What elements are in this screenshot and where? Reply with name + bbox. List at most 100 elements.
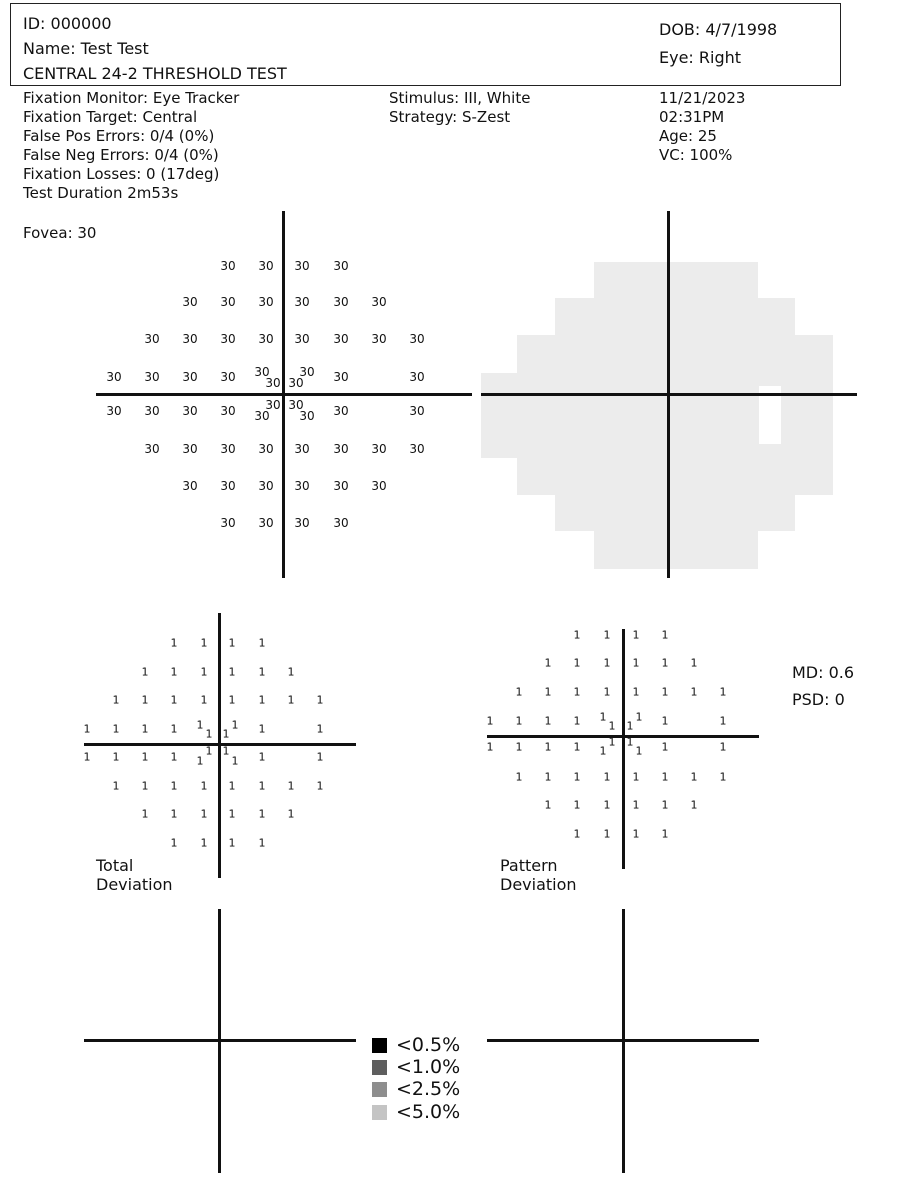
- pattern-deviation-value: 1: [544, 740, 552, 754]
- pattern-deviation-value: 1: [719, 740, 727, 754]
- legend-item: <0.5%: [372, 1034, 460, 1056]
- total-deviation-value: 1: [228, 779, 236, 793]
- pattern-deviation-label: Pattern Deviation: [500, 856, 577, 894]
- pattern-deviation-value: 1: [661, 714, 669, 728]
- pattern-deviation-value: 1: [661, 827, 669, 841]
- total-deviation-value: 1: [170, 722, 178, 736]
- threshold-value: 30: [220, 479, 236, 493]
- legend-label: <5.0%: [396, 1101, 461, 1123]
- threshold-value: 30: [288, 376, 304, 390]
- pattern-deviation-value: 1: [544, 714, 552, 728]
- total-deviation-horizontal-axis: [84, 743, 356, 746]
- pattern-deviation-value: 1: [515, 685, 523, 699]
- legend-item: <1.0%: [372, 1056, 460, 1078]
- grayscale-horizontal-axis: [481, 393, 857, 396]
- total-deviation-value: 1: [205, 727, 213, 741]
- test-date: 11/21/2023: [659, 89, 746, 107]
- threshold-value: 30: [258, 442, 274, 456]
- pattern-deviation-value: 1: [690, 798, 698, 812]
- pattern-probability-horizontal-axis: [487, 1039, 759, 1042]
- threshold-value: 30: [371, 295, 387, 309]
- threshold-value: 30: [258, 295, 274, 309]
- total-deviation-value: 1: [258, 807, 266, 821]
- pattern-deviation-value: 1: [661, 628, 669, 642]
- threshold-value: 30: [333, 479, 349, 493]
- total-deviation-value: 1: [287, 693, 295, 707]
- threshold-value: 30: [333, 370, 349, 384]
- pattern-deviation-value: 1: [635, 710, 643, 724]
- pattern-deviation-value: 1: [626, 735, 634, 749]
- total-deviation-value: 1: [287, 779, 295, 793]
- threshold-value: 30: [144, 404, 160, 418]
- total-deviation-value: 1: [316, 779, 324, 793]
- legend-swatch: [372, 1081, 387, 1097]
- total-deviation-value: 1: [228, 636, 236, 650]
- total-deviation-value: 1: [170, 836, 178, 850]
- total-deviation-value: 1: [170, 693, 178, 707]
- pattern-deviation-value: 1: [599, 744, 607, 758]
- total-deviation-value: 1: [83, 750, 91, 764]
- total-deviation-value: 1: [200, 665, 208, 679]
- threshold-value: 30: [258, 516, 274, 530]
- pattern-deviation-value: 1: [661, 740, 669, 754]
- grayscale-region: [517, 335, 833, 495]
- threshold-value: 30: [294, 259, 310, 273]
- total-deviation-value: 1: [112, 779, 120, 793]
- pattern-deviation-value: 1: [515, 770, 523, 784]
- total-deviation-value: 1: [228, 693, 236, 707]
- threshold-value: 30: [220, 442, 236, 456]
- legend-label: <1.0%: [396, 1056, 461, 1078]
- total-deviation-value: 1: [258, 722, 266, 736]
- pattern-deviation-value: 1: [486, 740, 494, 754]
- false-pos-errors: False Pos Errors: 0/4 (0%): [23, 127, 215, 145]
- threshold-value: 30: [333, 295, 349, 309]
- threshold-value: 30: [182, 370, 198, 384]
- pattern-deviation-value: 1: [544, 798, 552, 812]
- total-deviation-value: 1: [200, 836, 208, 850]
- pattern-deviation-vertical-axis: [622, 629, 625, 869]
- total-deviation-value: 1: [112, 750, 120, 764]
- test-time: 02:31PM: [659, 108, 725, 126]
- total-deviation-value: 1: [316, 693, 324, 707]
- md-value: MD: 0.6: [792, 663, 855, 682]
- total-deviation-value: 1: [228, 665, 236, 679]
- threshold-value: 30: [409, 442, 425, 456]
- threshold-value: 30: [409, 332, 425, 346]
- pattern-deviation-value: 1: [603, 798, 611, 812]
- total-deviation-label: Total Deviation: [96, 856, 173, 894]
- pattern-deviation-value: 1: [573, 827, 581, 841]
- threshold-value: 30: [333, 404, 349, 418]
- threshold-value: 30: [220, 295, 236, 309]
- pattern-deviation-value: 1: [573, 714, 581, 728]
- legend-item: <2.5%: [372, 1078, 460, 1100]
- threshold-value: 30: [288, 398, 304, 412]
- pattern-deviation-value: 1: [661, 770, 669, 784]
- pattern-deviation-value: 1: [515, 740, 523, 754]
- pattern-deviation-value: 1: [599, 710, 607, 724]
- pattern-deviation-value: 1: [719, 714, 727, 728]
- threshold-value: 30: [371, 332, 387, 346]
- total-deviation-value: 1: [316, 722, 324, 736]
- total-deviation-value: 1: [200, 807, 208, 821]
- threshold-value: 30: [220, 332, 236, 346]
- threshold-value: 30: [144, 442, 160, 456]
- total-deviation-value: 1: [170, 779, 178, 793]
- total-deviation-value: 1: [258, 836, 266, 850]
- total-deviation-value: 1: [200, 779, 208, 793]
- threshold-value: 30: [294, 332, 310, 346]
- pattern-deviation-value: 1: [608, 735, 616, 749]
- total-deviation-value: 1: [200, 693, 208, 707]
- threshold-value: 30: [182, 479, 198, 493]
- fixation-monitor: Fixation Monitor: Eye Tracker: [23, 89, 240, 107]
- legend-label: <0.5%: [396, 1034, 461, 1056]
- threshold-value: 30: [220, 516, 236, 530]
- total-deviation-value: 1: [83, 722, 91, 736]
- threshold-value: 30: [254, 365, 270, 379]
- threshold-value: 30: [106, 370, 122, 384]
- total-deviation-value: 1: [258, 665, 266, 679]
- threshold-value: 30: [220, 404, 236, 418]
- threshold-value: 30: [294, 479, 310, 493]
- total-deviation-value: 1: [258, 779, 266, 793]
- legend-item: <5.0%: [372, 1101, 460, 1123]
- threshold-value: 30: [254, 409, 270, 423]
